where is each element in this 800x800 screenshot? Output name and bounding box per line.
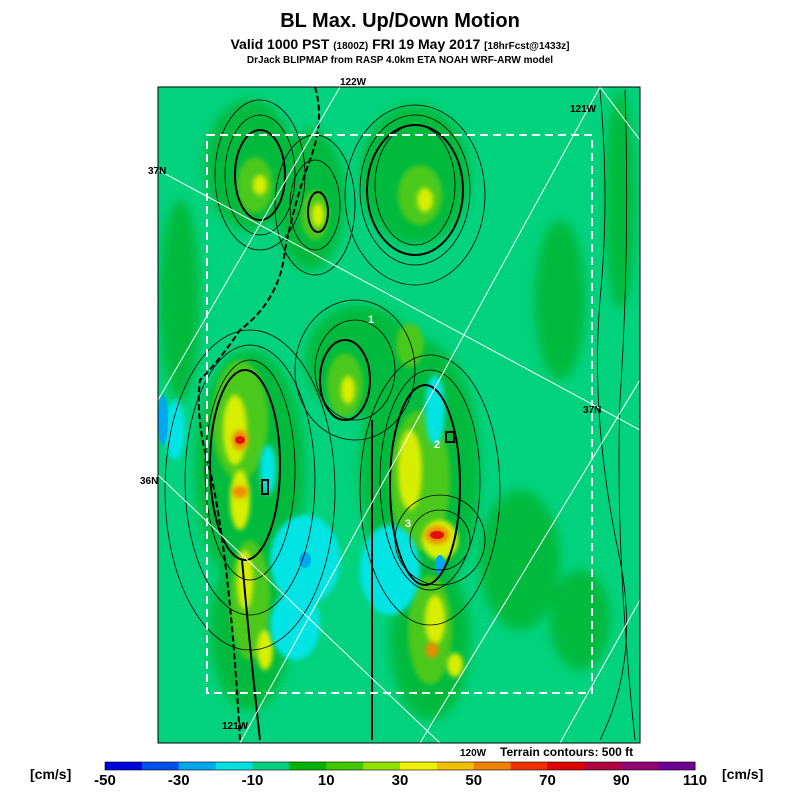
- colorbar-tick-label: -30: [167, 772, 190, 789]
- valid-time: Valid 1000 PST (1800Z) FRI 19 May 2017 […: [0, 36, 800, 52]
- site-marker-1: 1: [368, 314, 374, 326]
- lon-label-121w-bottom: 121W: [222, 721, 249, 732]
- colorbar-swatch: [363, 762, 401, 770]
- forecast-info: [18hrFcst@1433z]: [484, 41, 570, 52]
- colorbar-tick-label: -10: [241, 772, 264, 789]
- terrain-contours: [164, 89, 636, 741]
- valid-date: FRI 19 May 2017: [372, 36, 481, 52]
- terrain-contours-bold: [209, 124, 464, 741]
- lat-label-36n: 36N: [140, 476, 158, 487]
- units-label-left: [cm/s]: [30, 766, 72, 782]
- site-marker-2: 2: [434, 439, 440, 451]
- lat-label-37n-left: 37N: [148, 166, 166, 177]
- peak-lift-zones: [235, 436, 444, 539]
- latlon-grid: [158, 87, 640, 743]
- colorbar: [105, 762, 696, 770]
- colorbar-tick-label: 10: [317, 772, 335, 789]
- map-title: BL Max. Up/Down Motion: [280, 10, 520, 32]
- colorbar-swatch: [178, 762, 217, 770]
- coastline: [197, 87, 320, 741]
- colorbar-swatch: [436, 762, 475, 770]
- colorbar-swatch: [141, 762, 180, 770]
- colorbar-swatch: [621, 762, 659, 770]
- units-label-right: [cm/s]: [722, 766, 764, 782]
- colorbar-swatch: [252, 762, 290, 770]
- lon-label-121w-top: 121W: [570, 104, 597, 115]
- colorbar-tick-label: 50: [465, 772, 483, 789]
- colorbar-swatch: [289, 762, 327, 770]
- colorbar-tick-label: -50: [94, 772, 116, 789]
- colorbar-tick-label: 110: [682, 772, 708, 789]
- colorbar-swatch: [547, 762, 585, 770]
- colorbar-swatch: [326, 762, 364, 770]
- forecast-domain-box: [206, 134, 593, 694]
- colorbar-swatch: [215, 762, 253, 770]
- colorbar-swatch: [510, 762, 548, 770]
- valid-prefix: Valid 1000 PST: [230, 36, 330, 52]
- model-credit: DrJack BLIPMAP from RASP 4.0km ETA NOAH …: [246, 55, 554, 66]
- colorbar-swatch: [400, 762, 438, 770]
- colorbar-frame: [104, 761, 696, 771]
- colorbar-swatch: [105, 762, 143, 770]
- colorbar-tick-label: 30: [391, 772, 409, 789]
- valid-zulu: (1800Z): [333, 41, 369, 52]
- site-marker-3: 3: [405, 518, 411, 530]
- terrain-note: Terrain contours: 500 ft: [500, 745, 634, 759]
- colorbar-swatch: [473, 762, 512, 770]
- colorbar-tick-label: 70: [539, 772, 556, 789]
- lon-label-120w: 120W: [460, 748, 487, 759]
- lat-label-37n-right: 37N: [583, 405, 601, 416]
- colorbar-swatch: [584, 762, 622, 770]
- colorbar-tick-label: 90: [612, 772, 630, 789]
- colorbar-swatch: [658, 762, 696, 770]
- forecast-field: [158, 87, 640, 743]
- map-frame: [157, 86, 641, 744]
- lon-label-122w: 122W: [340, 77, 367, 88]
